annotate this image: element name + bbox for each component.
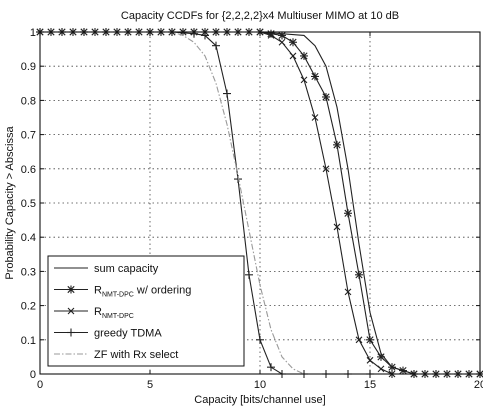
x-tick-label: 0 <box>37 379 43 391</box>
series-point <box>289 52 297 60</box>
x-axis-ticks: 0 5 10 15 20 <box>37 32 483 391</box>
y-tick-label: 0.9 <box>21 61 36 73</box>
series-point <box>322 165 330 173</box>
series-4 <box>40 31 480 375</box>
legend-label: greedy TDMA <box>94 328 162 340</box>
y-tick-label: 0.5 <box>21 198 36 210</box>
series-point <box>300 76 308 84</box>
series-line <box>40 31 480 375</box>
series-point <box>366 336 374 344</box>
legend-label: sum capacity <box>94 263 159 275</box>
series-point <box>366 356 374 364</box>
y-tick-label: 0 <box>30 369 36 381</box>
legend-label: ZF with Rx select <box>94 349 178 361</box>
y-tick-label: 0.8 <box>21 95 36 107</box>
series-point <box>333 141 341 149</box>
series-point <box>377 353 385 361</box>
series-point <box>355 271 363 279</box>
x-tick-label: 5 <box>147 379 153 391</box>
legend: sum capacity RNMT-DPC w/ ordering RNMT-DPC… <box>47 255 245 367</box>
series-point <box>344 209 352 217</box>
series-point <box>267 32 275 39</box>
series-point <box>311 114 319 121</box>
x-tick-label: 15 <box>364 379 376 391</box>
series-point <box>322 93 330 101</box>
y-tick-label: 0.2 <box>21 301 36 313</box>
y-axis-label: Probability Capacity > Abscissa <box>4 126 16 280</box>
series-point <box>333 223 341 231</box>
x-tick-label: 20 <box>474 379 483 391</box>
legend-label: RNMT-DPC <box>94 306 134 320</box>
y-axis-ticks: 0 0.1 0.2 0.3 0.4 0.5 0.6 0.7 0.8 0.9 1 <box>21 27 480 381</box>
x-axis-label: Capacity [bits/channel use] <box>194 394 325 406</box>
y-tick-label: 0.1 <box>21 335 36 347</box>
legend-entry: greedy TDMA <box>54 328 162 340</box>
series-point <box>289 38 297 46</box>
y-tick-label: 1 <box>30 27 36 39</box>
x-tick-label: 10 <box>254 379 266 391</box>
legend-marker <box>67 285 75 294</box>
series-point <box>300 52 308 60</box>
legend-entry: RNMT-DPC <box>54 306 134 320</box>
series-point <box>399 366 407 375</box>
y-tick-label: 0.4 <box>21 232 36 244</box>
legend-marker <box>67 307 75 315</box>
legend-entry: sum capacity <box>54 263 159 275</box>
series-line <box>40 31 480 375</box>
legend-label: RNMT-DPC w/ ordering <box>94 285 191 299</box>
y-tick-label: 0.3 <box>21 266 36 278</box>
series-point <box>355 336 363 344</box>
series-point <box>377 365 385 373</box>
legend-entry: ZF with Rx select <box>54 349 178 361</box>
chart-title: Capacity CCDFs for {2,2,2,2}x4 Multiuser… <box>121 10 399 22</box>
legend-entry: RNMT-DPC w/ ordering <box>54 285 191 299</box>
series-point <box>388 363 396 371</box>
series-point <box>311 72 319 81</box>
y-tick-label: 0.7 <box>21 130 36 142</box>
series-point <box>278 31 286 40</box>
series-point <box>278 38 286 46</box>
series-point <box>344 288 352 296</box>
y-tick-label: 0.6 <box>21 164 36 176</box>
